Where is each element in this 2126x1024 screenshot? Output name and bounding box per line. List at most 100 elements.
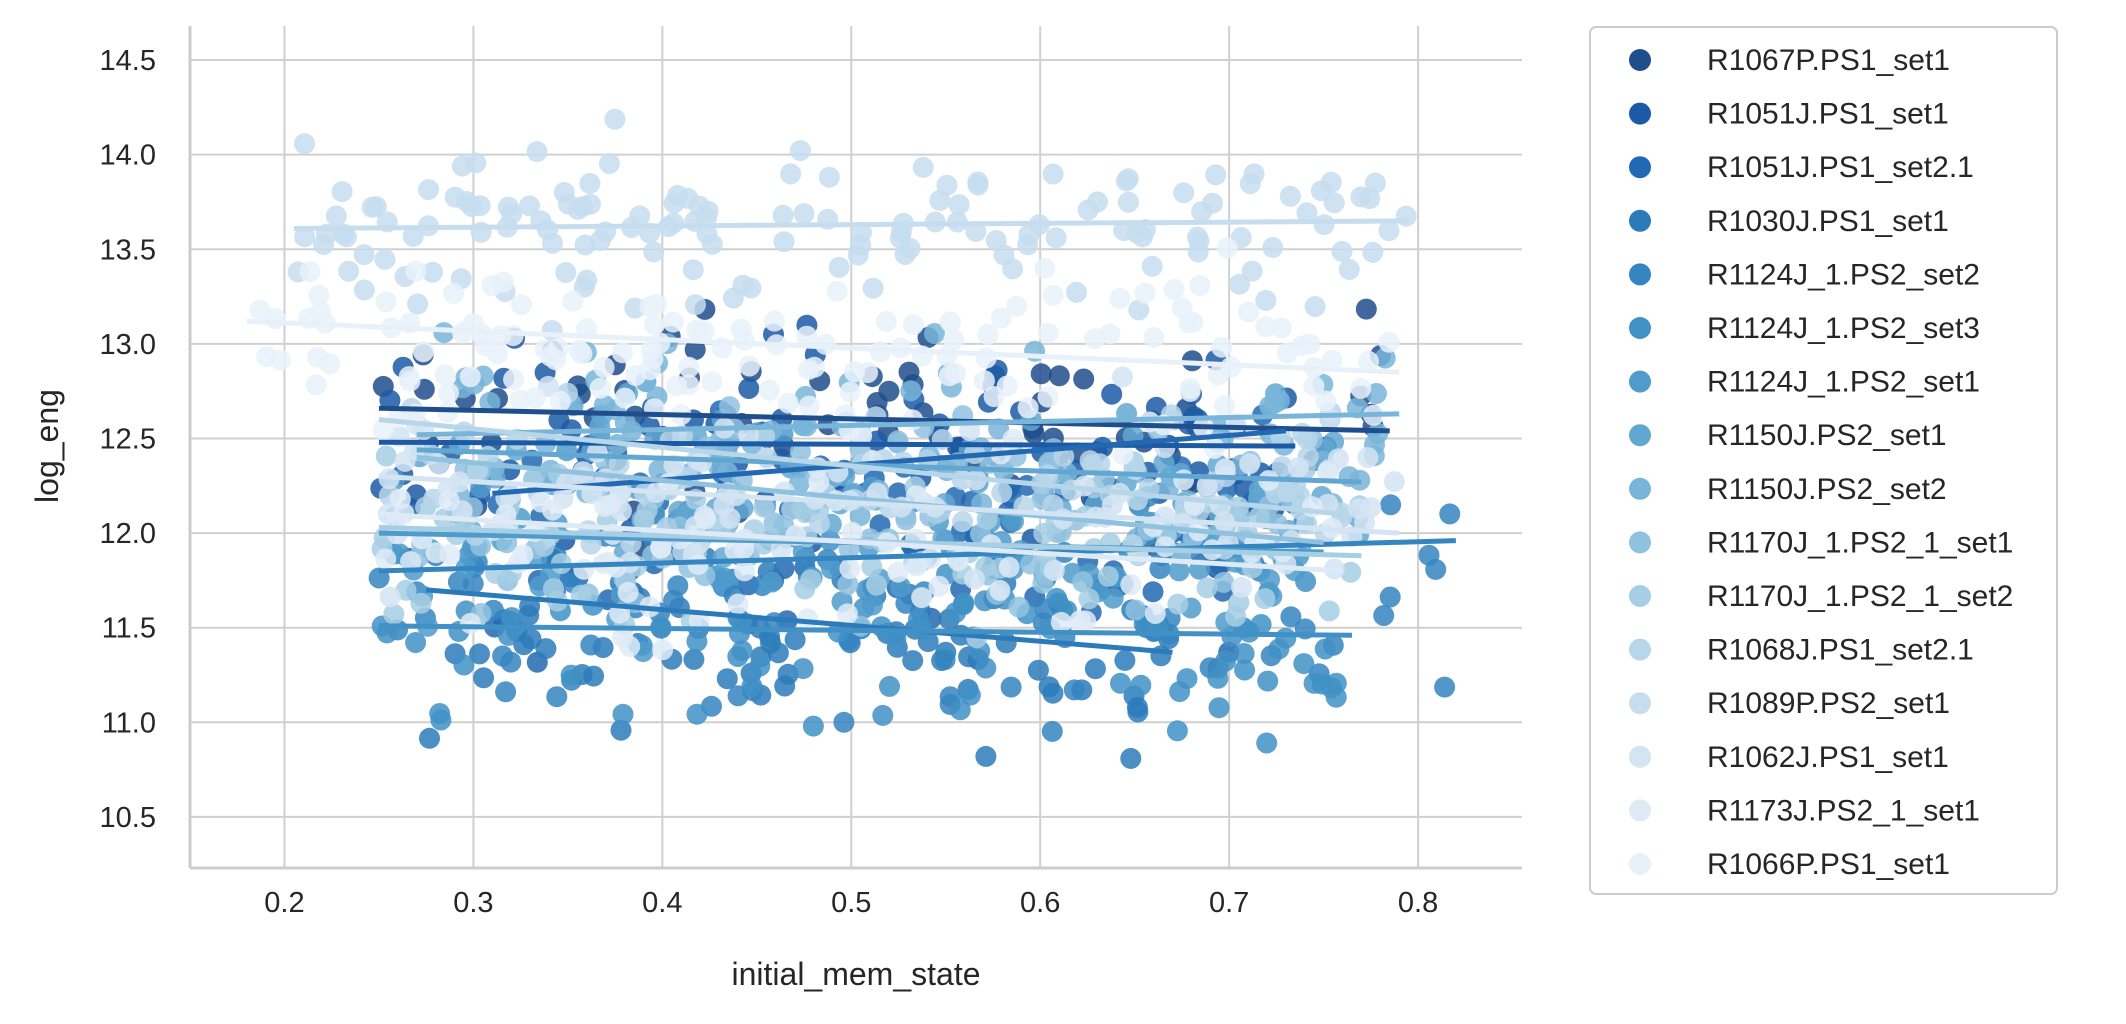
scatter-point — [1142, 581, 1164, 603]
scatter-point — [1115, 170, 1137, 192]
scatter-point — [1120, 574, 1142, 596]
scatter-point — [1362, 241, 1384, 263]
scatter-point — [872, 704, 894, 726]
scatter-point — [1355, 298, 1377, 320]
scatter-point — [549, 390, 571, 412]
scatter-point — [573, 558, 595, 580]
scatter-point — [361, 196, 383, 218]
scatter-point — [1268, 638, 1290, 660]
scatter-point — [1280, 606, 1302, 628]
legend-label: R1124J_1.PS2_set1 — [1707, 366, 1980, 399]
scatter-point — [1046, 587, 1068, 609]
scatter-point — [1254, 588, 1276, 610]
scatter-point — [1143, 326, 1165, 348]
legend-label: R1030J.PS1_set1 — [1707, 205, 1949, 238]
scatter-point — [875, 310, 897, 332]
scatter-point — [643, 241, 665, 263]
scatter-point — [249, 299, 271, 321]
legend-label: R1170J_1.PS2_1_set2 — [1707, 580, 2013, 613]
scatter-point — [1211, 336, 1233, 358]
scatter-point — [1276, 480, 1298, 502]
scatter-point — [1078, 588, 1100, 610]
scatter-point — [851, 425, 873, 447]
scatter-point — [839, 558, 861, 580]
scatter-point — [695, 508, 716, 530]
scatter-point — [1008, 596, 1030, 618]
scatter-point — [924, 323, 945, 344]
scatter-point — [902, 314, 924, 336]
scatter-point — [898, 361, 920, 383]
scatter-point — [948, 194, 970, 216]
scatter-point — [490, 325, 512, 347]
scatter-point — [1214, 458, 1236, 480]
scatter-point — [1270, 317, 1292, 339]
scatter-point — [646, 293, 668, 315]
scatter-point — [1395, 205, 1417, 227]
scatter-point — [652, 639, 674, 661]
scatter-point — [828, 256, 850, 278]
scatter-point — [912, 156, 934, 178]
scatter-point — [685, 294, 706, 316]
legend-marker — [1629, 317, 1651, 339]
scatter-point — [1318, 600, 1340, 622]
scatter-point — [792, 658, 814, 680]
regression-line — [416, 447, 1362, 485]
scatter-point — [1374, 347, 1396, 369]
scatter-point — [887, 430, 909, 452]
scatter-point — [678, 374, 700, 396]
scatter-point — [512, 544, 534, 566]
regression-lines — [246, 218, 1456, 655]
scatter-point — [975, 657, 997, 679]
scatter-point — [593, 394, 615, 416]
scatter-point — [1321, 349, 1343, 371]
scatter-point — [844, 361, 865, 383]
scatter-point — [598, 153, 620, 174]
scatter-point — [611, 342, 633, 364]
scatter-point — [1084, 328, 1106, 350]
scatter-point — [796, 325, 818, 347]
regression-line — [378, 439, 1296, 449]
x-tick-label: 0.7 — [1209, 887, 1249, 919]
scatter-point — [471, 324, 493, 346]
scatter-point — [1072, 571, 1094, 593]
regression-line — [378, 538, 1456, 574]
scatter-point — [902, 650, 924, 672]
scatter-point — [1043, 560, 1065, 581]
regression-line — [378, 473, 1400, 536]
scatter-points — [249, 108, 1461, 769]
scatter-point — [574, 234, 596, 256]
scatter-point — [604, 108, 626, 130]
scatter-point — [936, 345, 958, 367]
scatter-point — [509, 389, 531, 411]
scatter-point — [633, 509, 655, 531]
scatter-point — [837, 603, 858, 625]
scatter-point — [405, 632, 427, 653]
scatter-point — [939, 311, 961, 333]
scatter-point — [1262, 237, 1284, 258]
y-tick-label: 11.5 — [102, 613, 156, 645]
scatter-point — [1196, 577, 1218, 599]
scatter-point — [405, 260, 427, 282]
scatter-point — [976, 508, 998, 530]
legend-marker — [1629, 424, 1651, 447]
regression-line — [416, 454, 1324, 546]
scatter-point — [1325, 686, 1347, 708]
scatter-point — [562, 290, 584, 312]
scatter-point — [952, 511, 974, 533]
scatter-point — [663, 590, 685, 611]
y-tick-label: 14.5 — [100, 45, 156, 77]
scatter-point — [1379, 586, 1401, 608]
y-tick-label: 14.0 — [100, 140, 156, 172]
scatter-point — [688, 195, 710, 217]
scatter-point — [1310, 180, 1332, 202]
scatter-point — [1167, 593, 1189, 615]
scatter-point — [760, 632, 782, 654]
scatter-point — [1313, 214, 1335, 236]
scatter-point — [395, 579, 417, 601]
scatter-point — [511, 294, 532, 316]
scatter-point — [1128, 299, 1150, 321]
legend-label: R1170J_1.PS2_1_set1 — [1707, 526, 2013, 559]
scatter-point — [1239, 173, 1261, 195]
scatter-point — [612, 626, 634, 648]
scatter-point — [545, 349, 567, 371]
